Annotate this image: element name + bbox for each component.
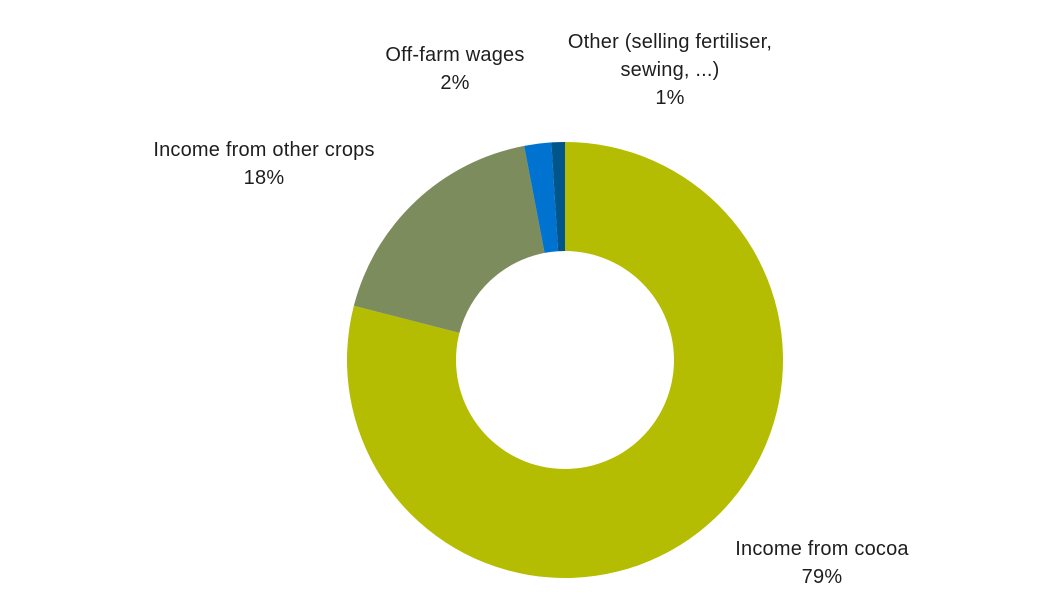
label-other-title-line2: sewing, ...) xyxy=(620,59,720,81)
slice-income-from-cocoa xyxy=(347,142,784,578)
label-income-from-other-crops-value: 18% xyxy=(243,167,285,189)
label-off-farm-wages: Off-farm wages 2% xyxy=(385,41,524,97)
label-income-from-cocoa-value: 79% xyxy=(801,566,843,588)
label-other: Other (selling fertiliser, sewing, ...) … xyxy=(568,28,772,112)
label-other-value: 1% xyxy=(655,87,685,109)
label-other-title-line1: Other (selling fertiliser, xyxy=(567,31,773,53)
slice-off-farm-wages xyxy=(524,142,559,253)
slice-income-from-other-crops xyxy=(353,145,545,333)
label-income-from-other-crops: Income from other crops 18% xyxy=(153,136,374,192)
label-income-from-cocoa-title: Income from cocoa xyxy=(735,538,909,560)
label-off-farm-wages-title: Off-farm wages xyxy=(385,44,525,66)
label-income-from-cocoa: Income from cocoa 79% xyxy=(735,535,908,591)
label-off-farm-wages-value: 2% xyxy=(440,72,470,94)
label-income-from-other-crops-title: Income from other crops xyxy=(153,139,375,161)
slice-other-selling-fertiliser-sewing xyxy=(551,141,565,252)
